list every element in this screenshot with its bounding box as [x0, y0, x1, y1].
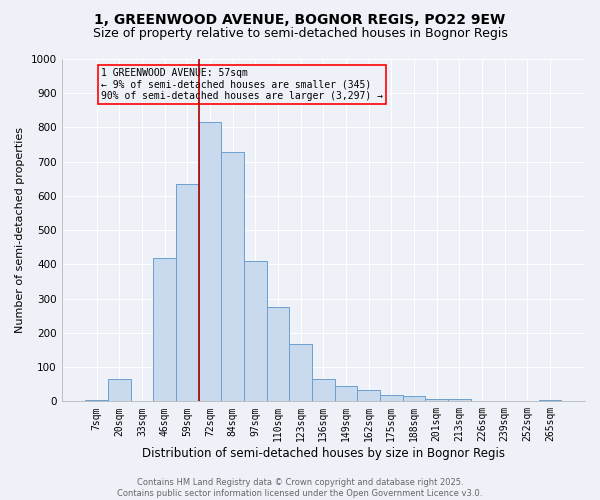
Bar: [221, 152, 244, 402]
Bar: [312, 379, 335, 402]
Bar: [403, 396, 425, 402]
Bar: [108, 379, 131, 402]
Bar: [176, 184, 199, 402]
Bar: [425, 398, 448, 402]
Bar: [154, 258, 176, 402]
Text: Size of property relative to semi-detached houses in Bognor Regis: Size of property relative to semi-detach…: [92, 28, 508, 40]
Bar: [131, 400, 154, 402]
Text: 1 GREENWOOD AVENUE: 57sqm
← 9% of semi-detached houses are smaller (345)
90% of : 1 GREENWOOD AVENUE: 57sqm ← 9% of semi-d…: [101, 68, 383, 101]
Text: Contains HM Land Registry data © Crown copyright and database right 2025.
Contai: Contains HM Land Registry data © Crown c…: [118, 478, 482, 498]
Bar: [85, 400, 108, 402]
Bar: [289, 344, 312, 402]
Bar: [493, 400, 516, 402]
Bar: [335, 386, 357, 402]
Y-axis label: Number of semi-detached properties: Number of semi-detached properties: [15, 127, 25, 333]
Bar: [470, 400, 493, 402]
Bar: [539, 400, 561, 402]
Bar: [244, 261, 266, 402]
Bar: [266, 307, 289, 402]
Bar: [199, 122, 221, 402]
Bar: [357, 390, 380, 402]
Text: 1, GREENWOOD AVENUE, BOGNOR REGIS, PO22 9EW: 1, GREENWOOD AVENUE, BOGNOR REGIS, PO22 …: [94, 12, 506, 26]
Bar: [380, 395, 403, 402]
Bar: [448, 399, 470, 402]
X-axis label: Distribution of semi-detached houses by size in Bognor Regis: Distribution of semi-detached houses by …: [142, 447, 505, 460]
